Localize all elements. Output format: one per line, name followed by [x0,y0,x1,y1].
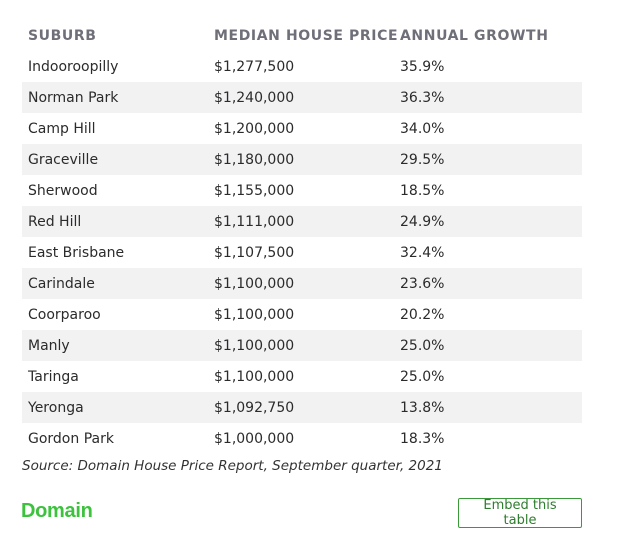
annual-growth-cell: 25.0% [400,368,445,385]
median-price-cell: $1,200,000 [214,120,295,137]
suburb-cell: Yeronga [22,392,208,423]
annual-growth-cell: 24.9% [394,206,582,237]
table-row: Coorparoo $1,100,000 20.2% [22,299,582,330]
suburb-cell: Manly [22,330,208,361]
annual-growth-cell: 18.5% [400,182,445,199]
table-body: Indooroopilly $1,277,500 35.9% Norman Park $… [22,51,582,454]
annual-growth-cell: 20.2% [400,306,445,323]
column-header-annual-growth: ANNUAL GROWTH [400,27,549,44]
table-row: Graceville $1,180,000 29.5% [22,144,582,175]
column-header-suburb: SUBURB [28,27,97,44]
suburb-cell: Norman Park [22,82,208,113]
table-row: Camp Hill $1,200,000 34.0% [22,113,582,144]
annual-growth-cell: 35.9% [400,58,445,75]
suburb-cell: Graceville [22,144,208,175]
suburb-cell: Gordon Park [28,430,114,447]
suburb-cell: Coorparoo [28,306,101,323]
suburb-cell: Red Hill [22,206,208,237]
annual-growth-cell: 23.6% [394,268,582,299]
annual-growth-cell: 34.0% [400,120,445,137]
table-row: Gordon Park $1,000,000 18.3% [22,423,582,454]
median-price-cell: $1,107,500 [214,244,295,261]
suburb-cell: Taringa [28,368,79,385]
median-price-cell: $1,240,000 [208,82,394,113]
price-table-container: SUBURB MEDIAN HOUSE PRICE ANNUAL GROWTH … [22,20,582,454]
table-row: Taringa $1,100,000 25.0% [22,361,582,392]
annual-growth-cell: 29.5% [394,144,582,175]
table-row: Carindale $1,100,000 23.6% [22,268,582,299]
median-price-cell: $1,155,000 [214,182,295,199]
table-header: SUBURB MEDIAN HOUSE PRICE ANNUAL GROWTH [22,20,582,51]
table-row: Red Hill $1,111,000 24.9% [22,206,582,237]
suburb-cell: Carindale [22,268,208,299]
price-table: SUBURB MEDIAN HOUSE PRICE ANNUAL GROWTH … [22,20,582,454]
annual-growth-cell: 13.8% [394,392,582,423]
median-price-cell: $1,100,000 [214,368,295,385]
median-price-cell: $1,277,500 [214,58,295,75]
suburb-cell: Indooroopilly [28,58,119,75]
annual-growth-cell: 32.4% [400,244,445,261]
table-row: Indooroopilly $1,277,500 35.9% [22,51,582,82]
median-price-cell: $1,100,000 [208,268,394,299]
median-price-cell: $1,000,000 [214,430,295,447]
median-price-cell: $1,100,000 [208,330,394,361]
annual-growth-cell: 18.3% [400,430,445,447]
domain-logo: Domain [21,500,93,522]
table-row: East Brisbane $1,107,500 32.4% [22,237,582,268]
table-row: Yeronga $1,092,750 13.8% [22,392,582,423]
table-row: Sherwood $1,155,000 18.5% [22,175,582,206]
median-price-cell: $1,092,750 [208,392,394,423]
suburb-cell: Sherwood [28,182,98,199]
table-row: Norman Park $1,240,000 36.3% [22,82,582,113]
embed-table-button[interactable]: Embed this table [458,498,582,528]
median-price-cell: $1,100,000 [214,306,295,323]
source-note: Source: Domain House Price Report, Septe… [22,458,443,474]
suburb-cell: East Brisbane [28,244,125,261]
median-price-cell: $1,180,000 [208,144,394,175]
annual-growth-cell: 25.0% [394,330,582,361]
table-row: Manly $1,100,000 25.0% [22,330,582,361]
header-row: SUBURB MEDIAN HOUSE PRICE ANNUAL GROWTH [22,20,582,51]
suburb-cell: Camp Hill [28,120,96,137]
median-price-cell: $1,111,000 [208,206,394,237]
column-header-median-price: MEDIAN HOUSE PRICE [214,27,399,44]
annual-growth-cell: 36.3% [394,82,582,113]
